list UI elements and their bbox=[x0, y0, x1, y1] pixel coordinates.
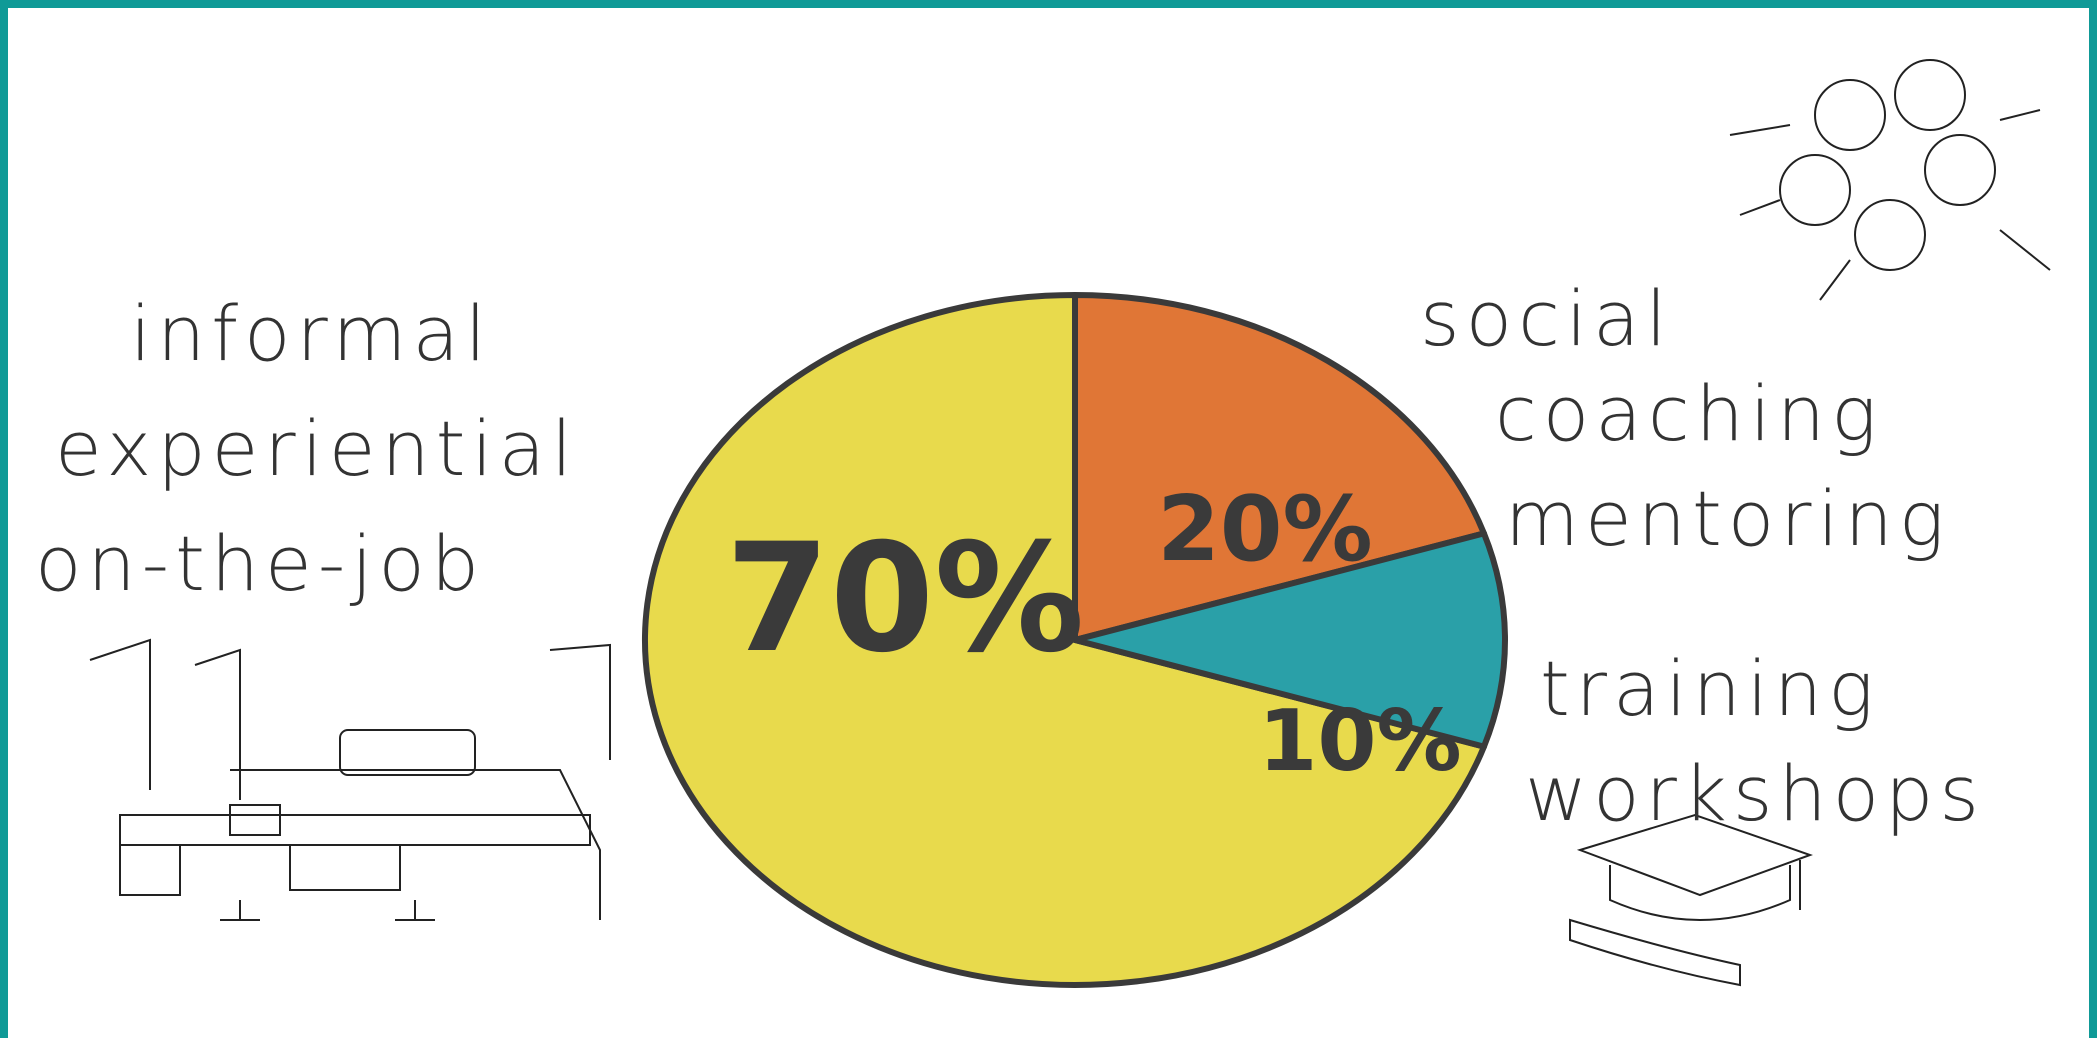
category-label: training bbox=[1540, 644, 1880, 733]
pie-slice bbox=[1072, 292, 1487, 643]
pie bbox=[642, 292, 1508, 988]
office-sketch bbox=[89, 638, 611, 921]
category-label: informal bbox=[130, 289, 492, 378]
people-sketch bbox=[1729, 59, 2051, 301]
cap-sketch bbox=[1569, 813, 1813, 987]
value-label: 10% bbox=[1258, 692, 1461, 791]
category-label: on-the-job bbox=[35, 519, 485, 608]
category-label: coaching bbox=[1495, 369, 1883, 458]
pie-slice bbox=[1072, 530, 1508, 750]
category-label: social bbox=[1420, 274, 1673, 363]
category-label: mentoring bbox=[1505, 474, 1950, 563]
category-label: workshops bbox=[1525, 749, 1985, 838]
value-label: 70% bbox=[725, 512, 1084, 686]
pie-slice bbox=[642, 292, 1487, 988]
value-label: 20% bbox=[1157, 477, 1372, 582]
labels: 70% 20% 10% informal experiential on-the-job s… bbox=[35, 274, 1985, 838]
category-label: experiential bbox=[55, 404, 578, 493]
